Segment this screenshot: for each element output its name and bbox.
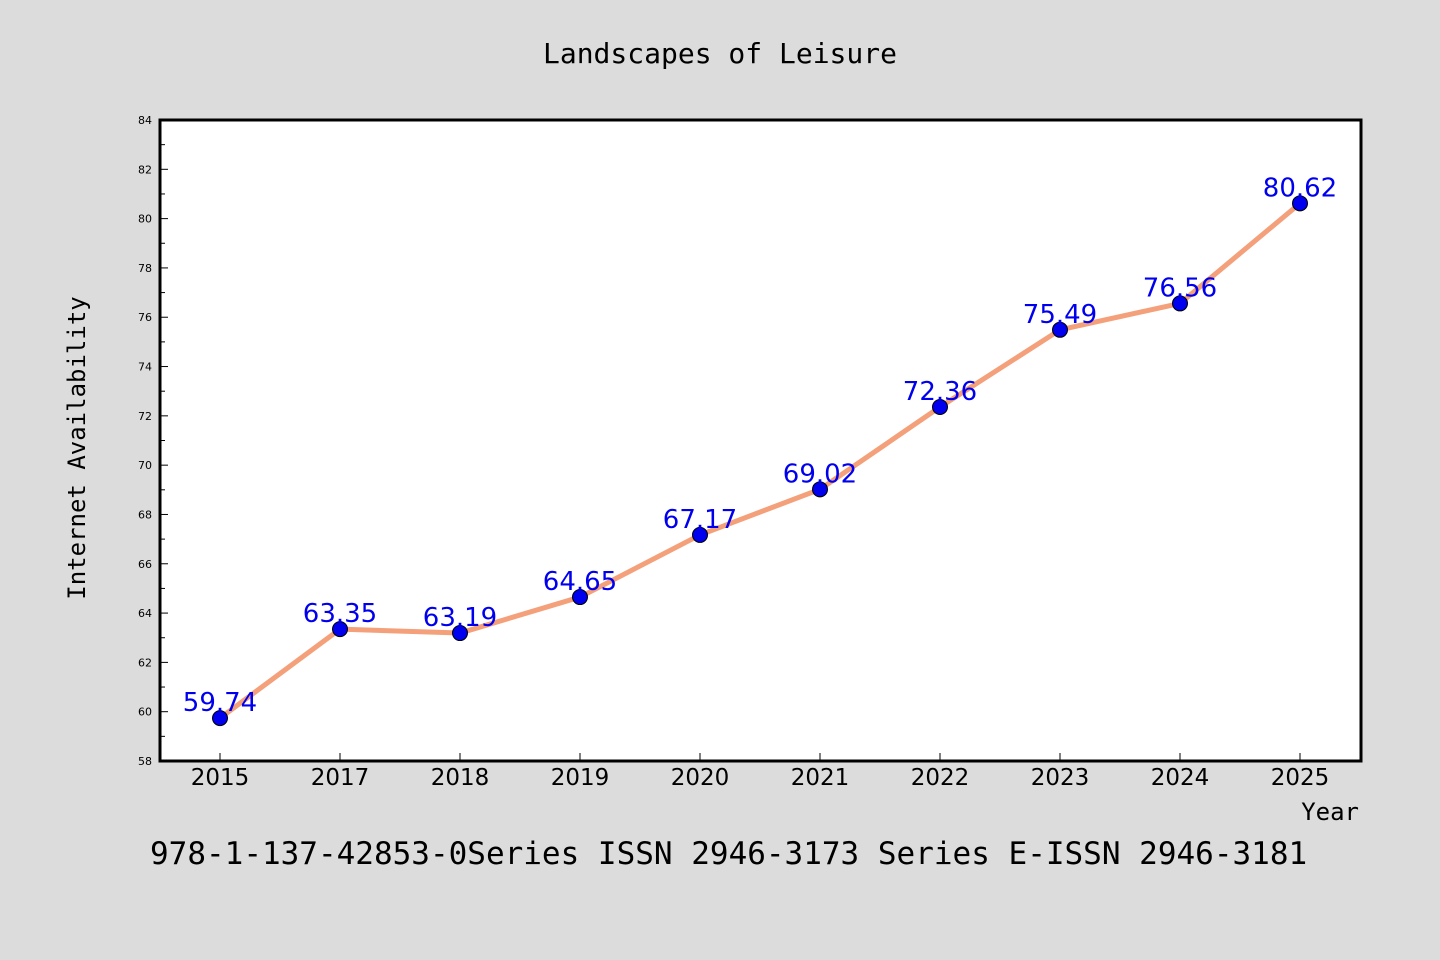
data-label: 64.65 — [543, 567, 617, 597]
data-label: 72.36 — [903, 377, 977, 407]
x-tick-label: 2019 — [551, 765, 610, 791]
data-point — [812, 481, 828, 498]
data-point — [1052, 321, 1068, 338]
data-point — [1292, 195, 1308, 212]
y-tick-label: 60 — [138, 706, 152, 719]
x-tick-label: 2017 — [311, 765, 370, 791]
y-tick-label: 58 — [138, 755, 152, 768]
y-tick-label: 80 — [138, 213, 152, 226]
plot-area — [160, 120, 1361, 761]
y-tick-label: 62 — [138, 656, 152, 669]
y-tick-label: 82 — [138, 163, 152, 176]
series-layer — [212, 195, 1308, 727]
data-label: 69.02 — [783, 459, 857, 489]
y-tick-label: 78 — [138, 262, 152, 275]
data-label: 80.62 — [1263, 173, 1337, 203]
y-axis-ticks: 58 60 62 64 66 68 70 72 74 76 78 80 82 84 — [138, 114, 168, 768]
data-point — [932, 398, 948, 415]
y-axis-label: Internet Availability — [63, 296, 91, 599]
x-tick-label: 2025 — [1271, 765, 1330, 791]
footer-isbn-issn: 978-1-137-42853-0Series ISSN 2946-3173 S… — [150, 836, 1307, 872]
y-tick-label: 84 — [138, 114, 152, 127]
x-tick-label: 2021 — [791, 765, 850, 791]
y-tick-label: 74 — [138, 361, 152, 374]
data-label: 63.35 — [303, 599, 377, 629]
chart-title: Landscapes of Leisure — [543, 37, 897, 70]
y-tick-label: 72 — [138, 410, 152, 423]
x-tick-label: 2024 — [1151, 765, 1210, 791]
data-point — [212, 710, 228, 727]
x-tick-label: 2022 — [911, 765, 970, 791]
y-tick-label: 68 — [138, 508, 152, 521]
data-point — [452, 625, 468, 642]
y-tick-label: 64 — [138, 607, 152, 620]
data-point — [572, 589, 588, 606]
data-label: 63.19 — [423, 603, 497, 633]
plot-frame — [158, 118, 1363, 763]
data-label: 67.17 — [663, 505, 737, 535]
y-tick-label: 70 — [138, 459, 152, 472]
x-tick-label: 2018 — [431, 765, 490, 791]
data-label: 59.74 — [183, 688, 257, 718]
data-point — [692, 526, 708, 543]
x-axis-label: Year — [1301, 798, 1359, 826]
x-tick-label: 2020 — [671, 765, 730, 791]
data-label: 75.49 — [1023, 300, 1097, 330]
data-labels-layer: 59.74 63.35 63.19 64.65 67.17 69.02 72.36 75.49… — [183, 173, 1337, 718]
series-line — [217, 200, 1303, 721]
data-label: 76.56 — [1143, 273, 1217, 303]
data-point — [1172, 295, 1188, 312]
x-tick-label: 2023 — [1031, 765, 1090, 791]
x-axis-ticks: 2015 2017 2018 2019 2020 2021 2022 2023 2024 2025 — [191, 753, 1330, 791]
data-point — [332, 621, 348, 638]
y-tick-label: 66 — [138, 558, 152, 571]
y-tick-label: 76 — [138, 311, 152, 324]
x-tick-label: 2015 — [191, 765, 250, 791]
